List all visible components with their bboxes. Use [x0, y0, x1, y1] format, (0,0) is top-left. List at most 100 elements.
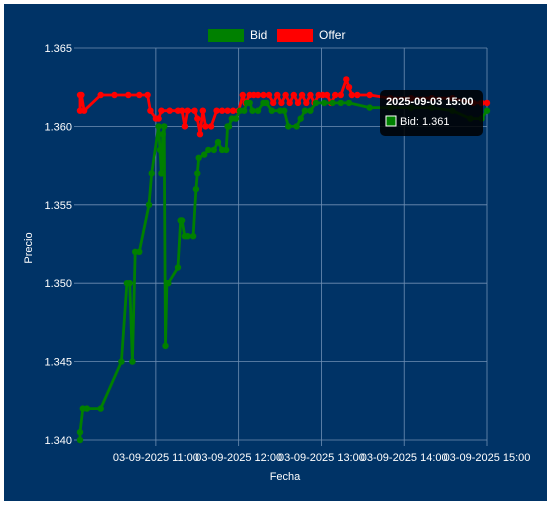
- data-point-bid[interactable]: [225, 123, 233, 130]
- data-point-bid[interactable]: [246, 99, 253, 107]
- data-point-bid[interactable]: [118, 358, 125, 365]
- data-point-offer[interactable]: [366, 91, 373, 99]
- data-point-bid[interactable]: [195, 154, 202, 161]
- data-point-offer[interactable]: [147, 107, 154, 114]
- data-point-offer[interactable]: [323, 91, 331, 99]
- data-point-offer[interactable]: [78, 91, 85, 99]
- data-point-offer[interactable]: [345, 84, 353, 91]
- data-point-bid[interactable]: [192, 185, 200, 193]
- data-point-offer[interactable]: [155, 115, 162, 122]
- price-chart[interactable]: 1.340 1.345 1.350 1.355 1.360 1.365 03-09-202…: [4, 4, 547, 501]
- data-point-bid[interactable]: [301, 107, 309, 114]
- data-point-bid[interactable]: [483, 107, 491, 114]
- data-point-bid[interactable]: [293, 123, 300, 130]
- data-point-offer[interactable]: [196, 131, 204, 138]
- data-point-bid[interactable]: [312, 99, 320, 107]
- data-point-offer[interactable]: [303, 99, 310, 107]
- data-point-offer[interactable]: [254, 91, 262, 99]
- data-point-bid[interactable]: [214, 138, 222, 146]
- data-point-offer[interactable]: [332, 91, 339, 99]
- data-point-bid[interactable]: [83, 405, 91, 412]
- data-point-offer[interactable]: [260, 91, 267, 99]
- data-point-offer[interactable]: [202, 123, 209, 130]
- data-point-bid[interactable]: [129, 358, 136, 365]
- data-point-bid[interactable]: [345, 99, 353, 107]
- data-point-bid[interactable]: [254, 107, 262, 114]
- data-point-offer[interactable]: [125, 91, 132, 99]
- data-point-bid[interactable]: [321, 99, 328, 107]
- data-point-bid[interactable]: [155, 123, 162, 130]
- data-point-bid[interactable]: [162, 342, 169, 350]
- data-point-bid[interactable]: [268, 107, 275, 114]
- data-point-bid[interactable]: [263, 99, 270, 107]
- data-point-offer[interactable]: [80, 107, 88, 114]
- data-point-bid[interactable]: [76, 436, 84, 444]
- data-point-bid[interactable]: [337, 99, 344, 107]
- data-point-offer[interactable]: [194, 115, 201, 122]
- data-point-offer[interactable]: [199, 107, 206, 114]
- data-point-bid[interactable]: [210, 146, 217, 154]
- data-point-bid[interactable]: [329, 99, 336, 107]
- data-point-offer[interactable]: [144, 91, 151, 99]
- data-point-offer[interactable]: [184, 107, 191, 114]
- data-point-bid[interactable]: [285, 123, 292, 130]
- data-point-offer[interactable]: [111, 91, 118, 99]
- data-point-offer[interactable]: [178, 107, 186, 114]
- data-point-offer[interactable]: [307, 91, 314, 99]
- data-point-bid[interactable]: [174, 264, 182, 271]
- data-point-bid[interactable]: [201, 151, 208, 158]
- data-point-bid[interactable]: [307, 107, 314, 114]
- data-point-bid[interactable]: [205, 146, 212, 154]
- data-point-offer[interactable]: [166, 107, 173, 114]
- data-point-bid[interactable]: [97, 405, 104, 412]
- data-point-offer[interactable]: [290, 91, 297, 99]
- data-point-offer[interactable]: [265, 91, 273, 99]
- data-point-bid[interactable]: [184, 233, 191, 240]
- data-point-offer[interactable]: [191, 107, 198, 114]
- data-point-offer[interactable]: [218, 107, 226, 114]
- data-point-offer[interactable]: [136, 91, 143, 99]
- data-point-bid[interactable]: [178, 217, 186, 224]
- data-point-bid[interactable]: [161, 123, 168, 130]
- data-point-bid[interactable]: [189, 233, 197, 240]
- data-point-bid[interactable]: [297, 115, 304, 122]
- data-point-offer[interactable]: [337, 91, 344, 99]
- data-point-bid[interactable]: [159, 131, 166, 138]
- data-point-bid[interactable]: [281, 107, 288, 114]
- data-point-bid[interactable]: [223, 146, 230, 154]
- data-point-offer[interactable]: [278, 99, 285, 107]
- legend-item-offer[interactable]: Offer: [277, 28, 345, 42]
- data-point-offer[interactable]: [294, 99, 302, 107]
- data-point-bid[interactable]: [126, 280, 133, 287]
- data-point-bid[interactable]: [165, 280, 172, 287]
- data-point-offer[interactable]: [354, 91, 361, 99]
- data-point-bid[interactable]: [76, 429, 84, 436]
- data-point-bid[interactable]: [156, 146, 164, 154]
- data-point-bid[interactable]: [366, 104, 373, 111]
- data-point-offer[interactable]: [343, 76, 350, 83]
- data-point-bid[interactable]: [241, 107, 248, 114]
- data-point-bid[interactable]: [136, 248, 143, 255]
- data-point-offer[interactable]: [97, 91, 104, 99]
- data-point-offer[interactable]: [298, 91, 306, 99]
- data-point-bid[interactable]: [249, 107, 256, 114]
- data-point-bid[interactable]: [158, 170, 165, 177]
- data-point-offer[interactable]: [270, 99, 277, 107]
- data-point-offer[interactable]: [224, 107, 231, 114]
- data-point-offer[interactable]: [207, 123, 215, 130]
- data-point-offer[interactable]: [274, 91, 281, 99]
- legend-item-bid[interactable]: Bid: [208, 28, 267, 42]
- data-point-bid[interactable]: [145, 201, 153, 208]
- data-point-offer[interactable]: [181, 123, 189, 130]
- data-point-bid[interactable]: [194, 170, 201, 177]
- data-point-offer[interactable]: [229, 107, 237, 114]
- data-point-offer[interactable]: [348, 91, 355, 99]
- data-point-offer[interactable]: [213, 107, 220, 114]
- data-point-offer[interactable]: [483, 99, 491, 107]
- data-point-bid[interactable]: [232, 115, 240, 122]
- data-point-offer[interactable]: [158, 107, 165, 114]
- data-point-offer[interactable]: [239, 91, 246, 99]
- data-point-bid[interactable]: [148, 170, 155, 177]
- data-point-offer[interactable]: [286, 99, 293, 107]
- data-point-offer[interactable]: [282, 91, 289, 99]
